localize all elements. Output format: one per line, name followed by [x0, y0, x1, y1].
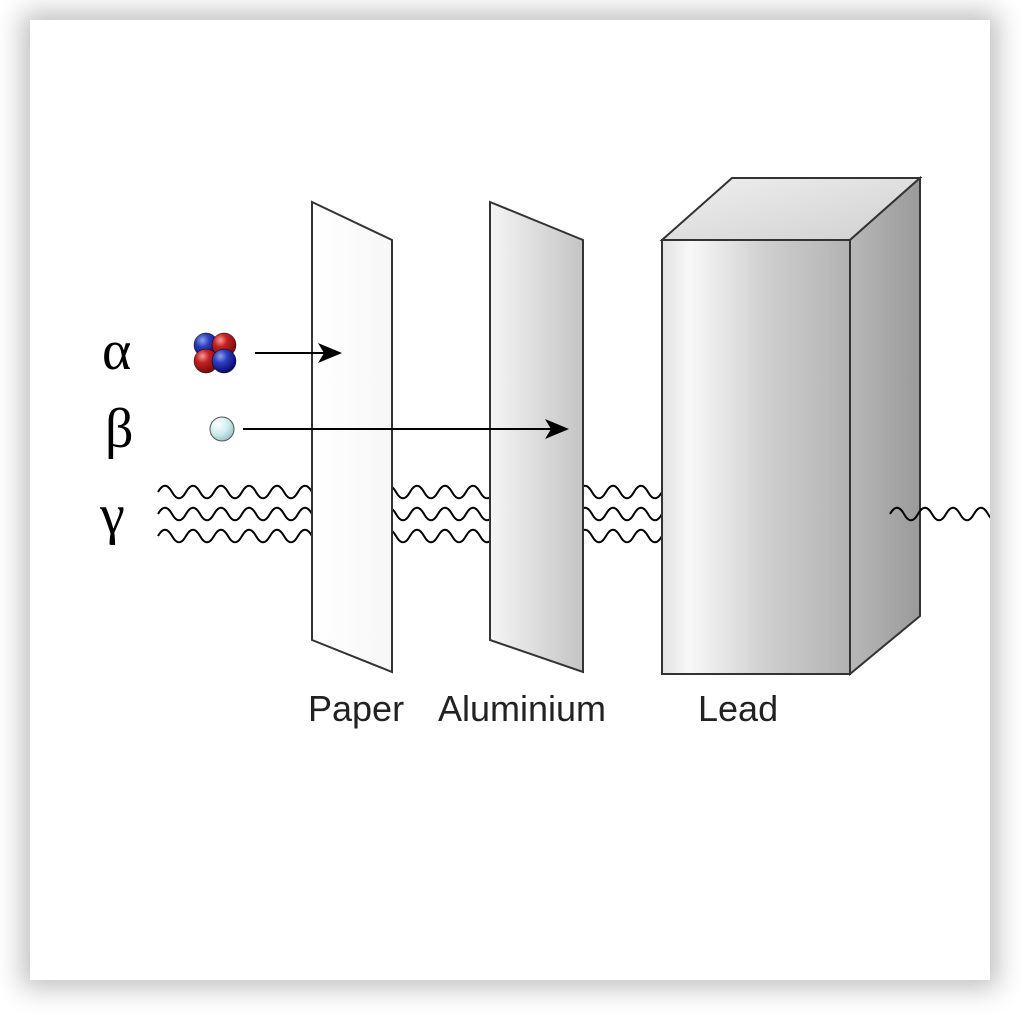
alpha-symbol: α	[102, 320, 131, 382]
beta-particle	[210, 417, 234, 441]
beta-symbol: β	[105, 398, 134, 460]
aluminium-barrier	[490, 202, 583, 672]
paper-label: Paper	[308, 688, 404, 729]
diagram-frame: α β γ	[30, 20, 990, 980]
lead-label: Lead	[698, 688, 778, 729]
aluminium-label: Aluminium	[438, 688, 606, 729]
radiation-penetration-diagram: α β γ	[30, 20, 990, 980]
lead-barrier	[662, 178, 920, 674]
paper-barrier	[312, 202, 392, 672]
gamma-symbol: γ	[99, 484, 125, 546]
alpha-particle	[194, 333, 236, 373]
